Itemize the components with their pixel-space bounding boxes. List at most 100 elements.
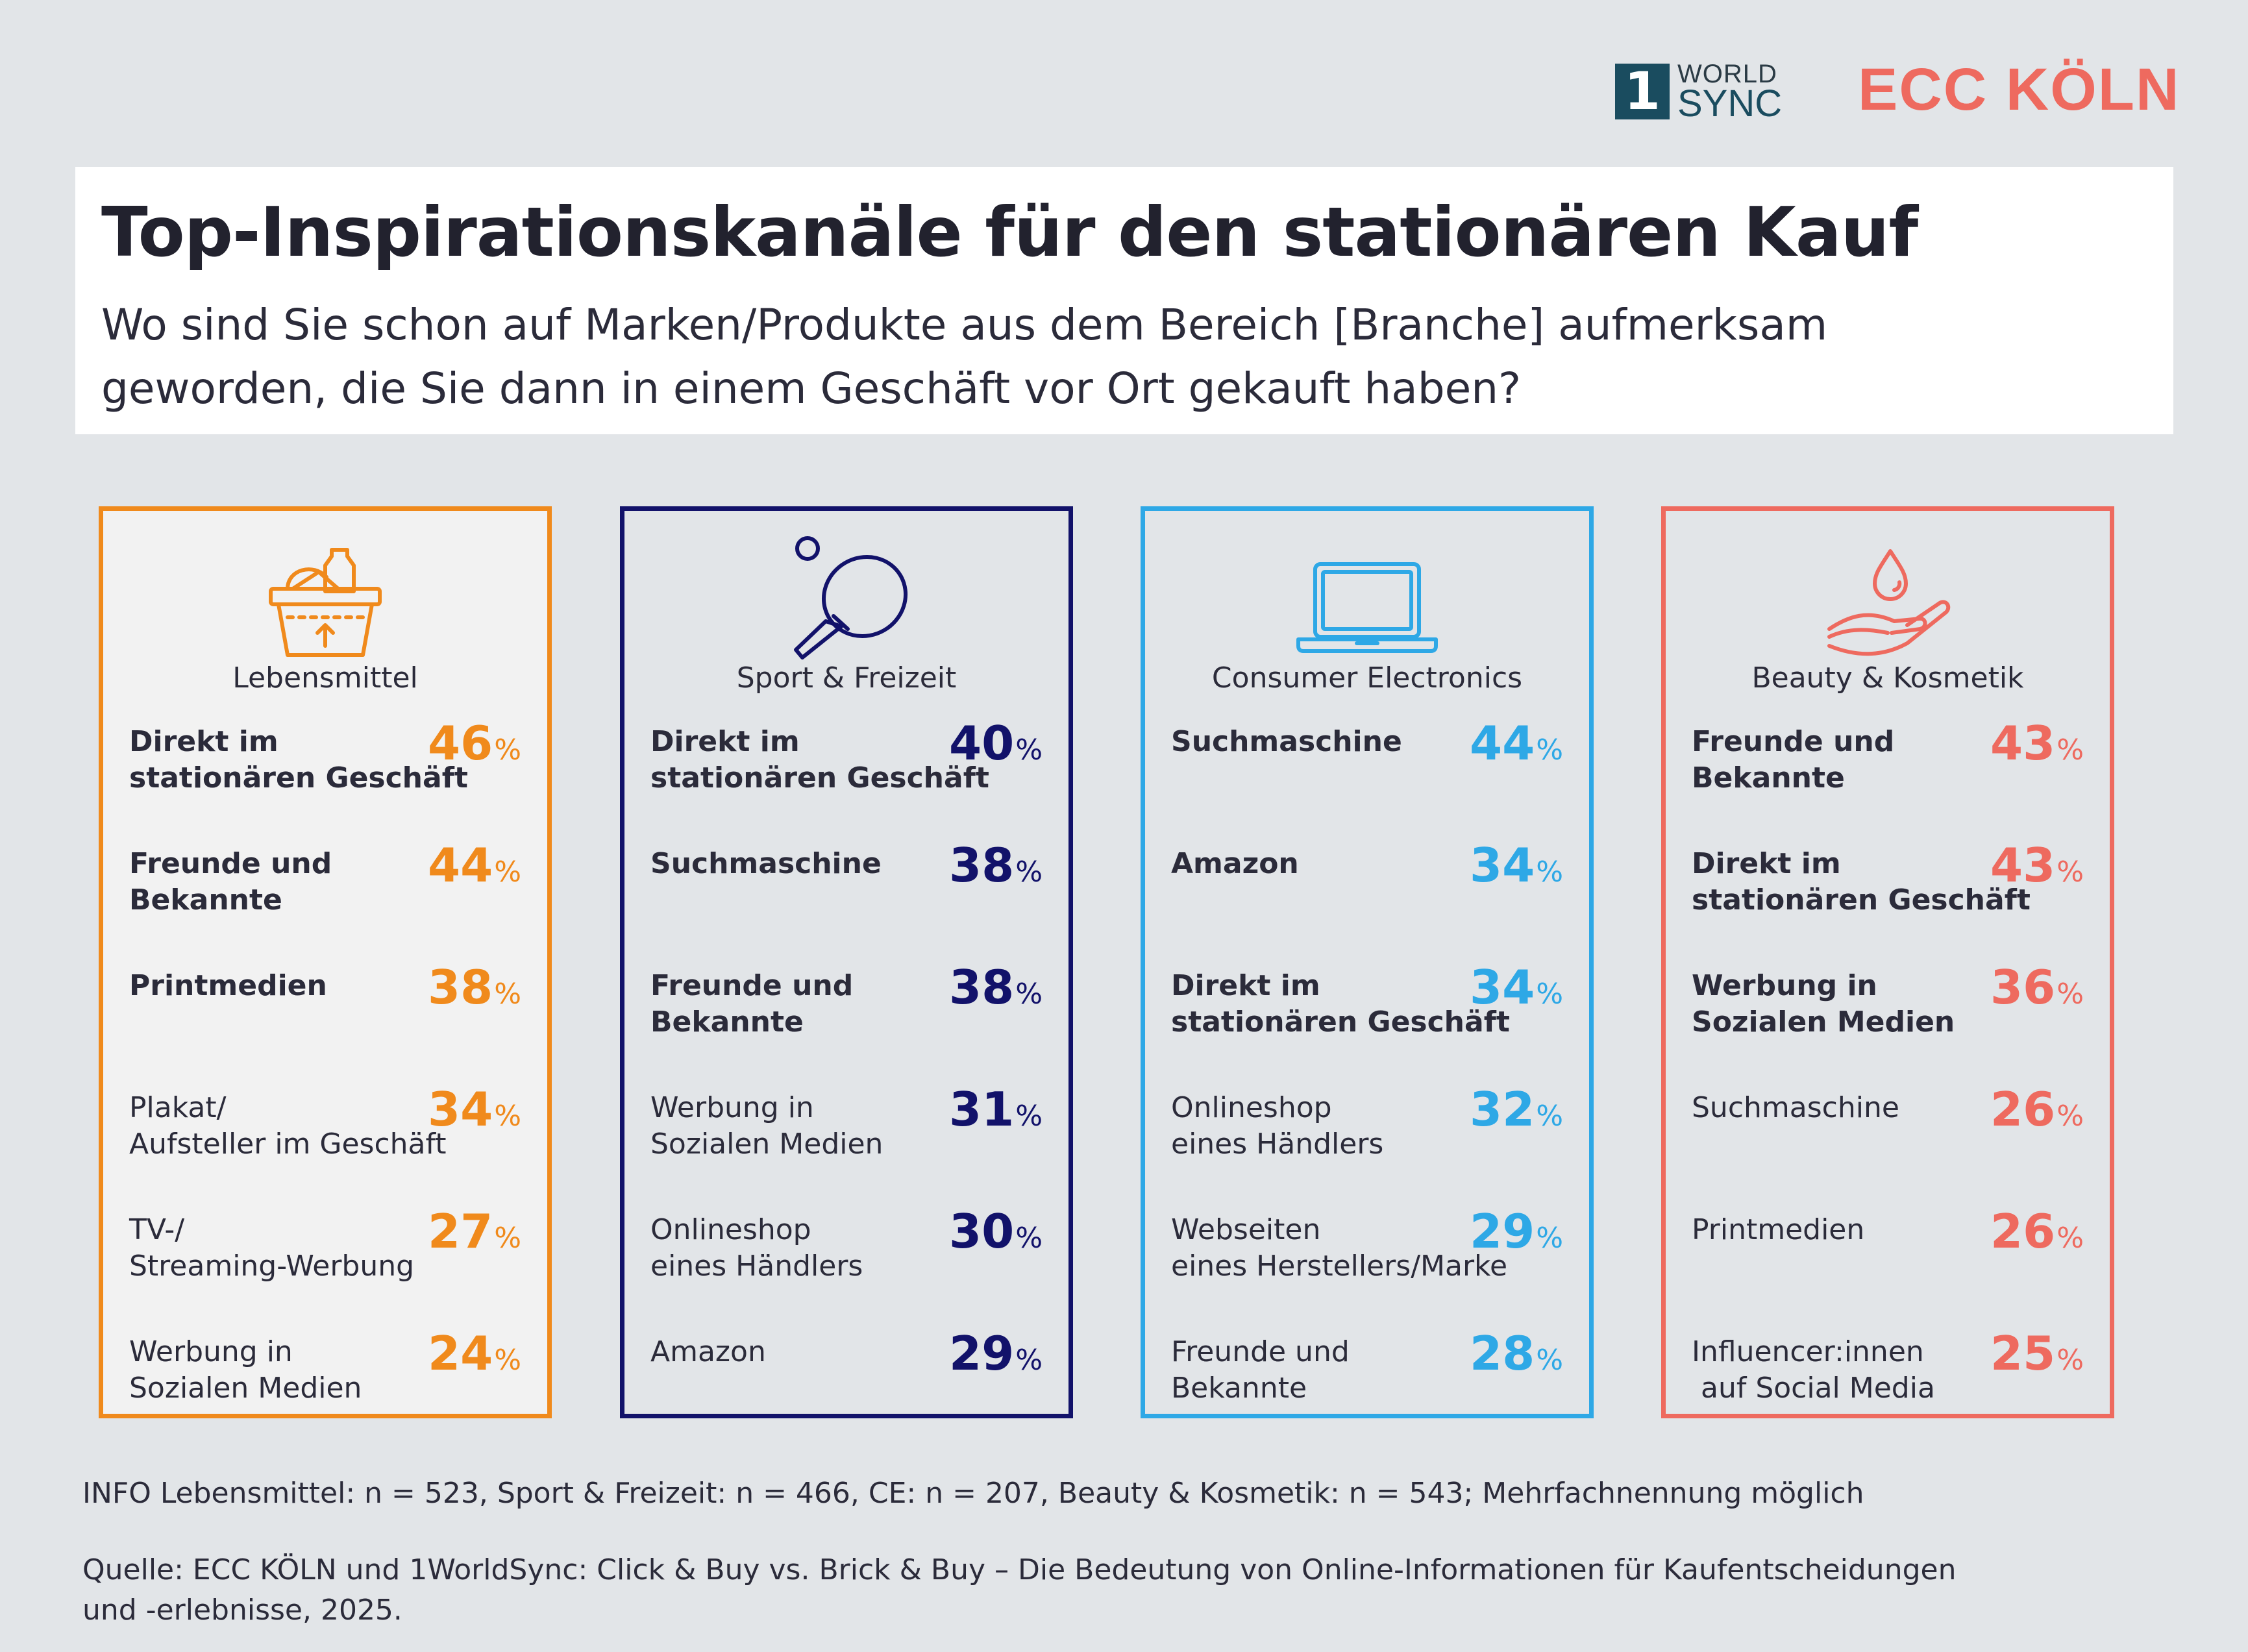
subtitle-line-1: Wo sind Sie schon auf Marken/Produkte au… xyxy=(101,300,1828,350)
channel-label-line: stationären Geschäft xyxy=(650,761,989,795)
channel-percentage: 25% xyxy=(1990,1327,2084,1387)
channel-percentage: 38% xyxy=(949,961,1043,1020)
channel-label: TV-/ Streaming-Werbung xyxy=(129,1212,493,1285)
channel-label: Direkt im stationären Geschäft xyxy=(650,724,1014,796)
channel-item: Werbung in Sozialen Medien 24% xyxy=(129,1327,521,1425)
channel-label: Suchmaschine xyxy=(1171,724,1535,760)
channel-label-line: Sozialen Medien xyxy=(1692,1005,1955,1039)
channel-item: Printmedien 38% xyxy=(129,961,521,1059)
percentage-value: 31 xyxy=(948,1082,1015,1137)
channel-label-line: TV-/ xyxy=(129,1213,185,1246)
channel-label: Amazon xyxy=(1171,846,1535,882)
percentage-value: 38 xyxy=(948,960,1015,1015)
worldsync-mark: 1 xyxy=(1615,64,1670,119)
percent-sign: % xyxy=(1536,1344,1563,1377)
channel-label: Freunde und Bekannte xyxy=(1171,1334,1535,1407)
channel-label-line: Sozialen Medien xyxy=(650,1128,883,1161)
percent-sign: % xyxy=(2057,856,2084,889)
category-title: Beauty & Kosmetik xyxy=(1751,661,2024,695)
channel-label-line: stationären Geschäft xyxy=(1692,883,2031,917)
percent-sign: % xyxy=(1536,978,1563,1011)
worldsync-word-world: WORLD xyxy=(1677,60,1777,88)
page-title: Top-Inspirationskanäle für den stationär… xyxy=(101,193,1918,272)
channel-label-line: Streaming-Werbung xyxy=(129,1250,415,1283)
channel-label: Suchmaschine xyxy=(650,846,1014,882)
header-box: Top-Inspirationskanäle für den stationär… xyxy=(75,167,2173,434)
channel-label: Direkt im stationären Geschäft xyxy=(1171,968,1535,1041)
channel-label: Amazon xyxy=(650,1334,1014,1370)
channel-label: Printmedien xyxy=(129,968,493,1004)
percent-sign: % xyxy=(1015,1100,1043,1133)
channel-item: Freunde und Bekannte 44% xyxy=(129,839,521,937)
percentage-value: 44 xyxy=(427,838,493,893)
channel-label-line: Printmedien xyxy=(1692,1213,1865,1246)
channel-label: Influencer:innen auf Social Media xyxy=(1692,1334,2055,1407)
ecc-koeln-logo: ECC KÖLN xyxy=(1858,56,2180,123)
channel-label: Printmedien xyxy=(1692,1212,2055,1248)
percent-sign: % xyxy=(494,1100,521,1133)
percent-sign: % xyxy=(1015,1344,1043,1377)
channel-percentage: 24% xyxy=(428,1327,521,1387)
channel-item: Onlineshop eines Händlers 32% xyxy=(1171,1083,1563,1181)
channel-label-line: Printmedien xyxy=(129,969,327,1002)
channel-item: Direkt im stationären Geschäft 34% xyxy=(1171,961,1563,1059)
category-title: Sport & Freizeit xyxy=(736,661,957,695)
channel-percentage: 31% xyxy=(949,1083,1043,1142)
channel-item: Onlineshop eines Händlers 30% xyxy=(650,1205,1043,1303)
channel-label-line: Bekannte xyxy=(129,883,282,917)
percentage-value: 27 xyxy=(427,1204,493,1259)
channel-percentage: 28% xyxy=(1470,1327,1563,1387)
channel-label-line: Webseiten xyxy=(1171,1213,1321,1246)
channel-item: Freunde und Bekannte 43% xyxy=(1692,717,2084,815)
channel-label-line: Suchmaschine xyxy=(1692,1091,1899,1124)
percentage-value: 38 xyxy=(948,838,1015,893)
percent-sign: % xyxy=(1536,1100,1563,1133)
channel-item: Influencer:innen auf Social Media 25% xyxy=(1692,1327,2084,1425)
percent-sign: % xyxy=(494,734,521,767)
channel-percentage: 34% xyxy=(1470,961,1563,1020)
worldsync-word-sync: SYNC xyxy=(1677,82,1783,125)
category-title: Consumer Electronics xyxy=(1211,661,1523,695)
percent-sign: % xyxy=(1536,856,1563,889)
channel-label-line: Bekannte xyxy=(650,1005,804,1039)
channel-percentage: 27% xyxy=(428,1205,521,1264)
percent-sign: % xyxy=(2057,1222,2084,1255)
channel-label-line: stationären Geschäft xyxy=(1171,1005,1510,1039)
channel-label-line: Freunde und xyxy=(1692,725,1895,758)
channel-item: Direkt im stationären Geschäft 46% xyxy=(129,717,521,815)
percentage-value: 40 xyxy=(948,716,1015,771)
channel-item: Direkt im stationären Geschäft 43% xyxy=(1692,839,2084,937)
channel-label: Werbung in Sozialen Medien xyxy=(129,1334,493,1407)
channel-label-line: Werbung in xyxy=(650,1091,814,1124)
subtitle-line-2: geworden, die Sie dann in einem Geschäft… xyxy=(101,364,1522,413)
channel-label-line: eines Händlers xyxy=(1171,1128,1384,1161)
channel-percentage: 29% xyxy=(949,1327,1043,1387)
channel-label-line: Plakat/ xyxy=(129,1091,227,1124)
channel-label-line: Freunde und xyxy=(1171,1335,1350,1368)
percent-sign: % xyxy=(494,978,521,1011)
percent-sign: % xyxy=(1015,978,1043,1011)
percentage-value: 30 xyxy=(948,1204,1015,1259)
percentage-value: 29 xyxy=(948,1326,1015,1381)
channel-percentage: 26% xyxy=(1990,1083,2084,1142)
channel-label-line: Onlineshop xyxy=(1171,1091,1332,1124)
channel-percentage: 38% xyxy=(428,961,521,1020)
info-text: INFO Lebensmittel: n = 523, Sport & Frei… xyxy=(82,1477,1864,1510)
channel-label: Onlineshop eines Händlers xyxy=(650,1212,1014,1285)
percent-sign: % xyxy=(2057,734,2084,767)
channel-percentage: 44% xyxy=(1470,717,1563,776)
percentage-value: 24 xyxy=(427,1326,493,1381)
channel-percentage: 38% xyxy=(949,839,1043,898)
channel-label-line: Freunde und xyxy=(129,847,332,880)
channel-item: Direkt im stationären Geschäft 40% xyxy=(650,717,1043,815)
percent-sign: % xyxy=(2057,1344,2084,1377)
channel-label-line: Amazon xyxy=(1171,847,1299,880)
channel-percentage: 40% xyxy=(949,717,1043,776)
percent-sign: % xyxy=(2057,1100,2084,1133)
page-subtitle: Wo sind Sie schon auf Marken/Produkte au… xyxy=(101,293,2127,421)
channel-label-line: Direkt im xyxy=(650,725,800,758)
channel-label-line: Sozialen Medien xyxy=(129,1372,362,1405)
laptop-icon xyxy=(1289,525,1445,668)
channel-label: Freunde und Bekannte xyxy=(1692,724,2055,796)
channel-label-line: auf Social Media xyxy=(1692,1372,1935,1405)
